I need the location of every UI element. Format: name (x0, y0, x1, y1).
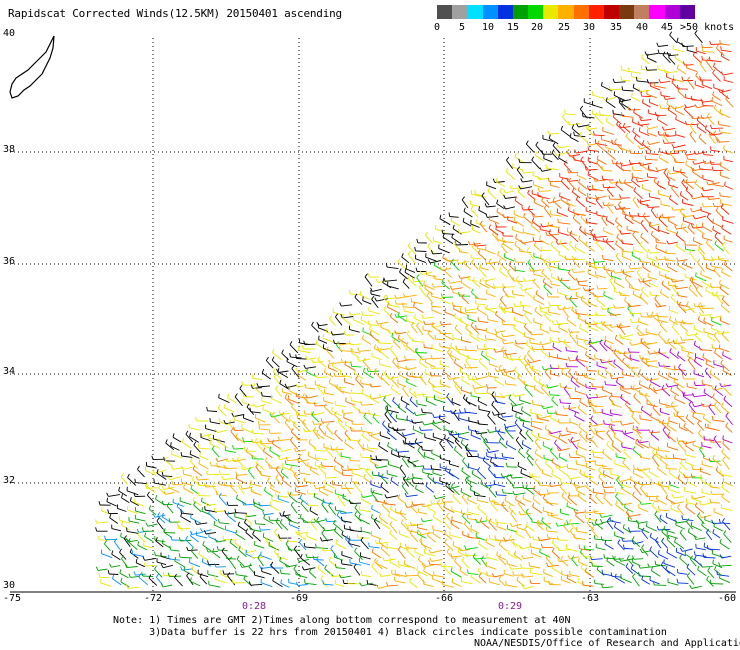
colorbar-swatch (497, 5, 513, 19)
colorbar-swatch (558, 5, 574, 19)
colorbar-labels: 0 5 10 15 20 25 30 35 40 45 >50 knots (430, 22, 740, 34)
colorbar-swatch (619, 5, 635, 19)
colorbar-label: 40 (636, 22, 649, 33)
colorbar-swatch (573, 5, 589, 19)
colorbar-swatch (437, 5, 453, 19)
colorbar-label: 15 (507, 22, 520, 33)
lat-label: 34 (3, 366, 16, 377)
colorbar-swatch (543, 5, 559, 19)
colorbar-swatch (512, 5, 529, 19)
lat-label: 30 (3, 580, 16, 591)
lon-label: -69 (290, 593, 309, 604)
colorbar-swatch (603, 5, 620, 19)
colorbar-label: 20 (531, 22, 544, 33)
footnotes: Note: 1) Times are GMT 2)Times along bot… (113, 615, 667, 639)
coastline (9, 35, 55, 99)
pass-time-label: 0:28 (242, 601, 267, 612)
colorbar-swatch (588, 5, 604, 19)
colorbar-swatch (528, 5, 544, 19)
colorbar-swatch (679, 5, 695, 19)
colorbar-swatch (467, 5, 483, 19)
grid-lines (10, 38, 736, 592)
pass-time-label: 0:29 (498, 601, 523, 612)
credit-line: NOAA/NESDIS/Office of Research and Appli… (474, 638, 740, 649)
colorbar-swatch (664, 5, 680, 19)
colorbar-label: >50 knots (680, 22, 735, 33)
wind-barbs (94, 30, 734, 590)
colorbar-label: 0 (434, 22, 441, 33)
lon-label: -75 (3, 593, 22, 604)
colorbar-label: 10 (482, 22, 495, 33)
lat-label: 36 (3, 256, 16, 267)
wind-speed-colorbar (437, 5, 695, 19)
colorbar-label: 30 (583, 22, 596, 33)
footnote-line: Note: 1) Times are GMT 2)Times along bot… (113, 615, 571, 626)
lat-label: 32 (3, 475, 16, 486)
map-title: Rapidscat Corrected Winds(12.5KM) 201504… (8, 7, 342, 20)
colorbar-swatch (482, 5, 498, 19)
colorbar-swatch (649, 5, 665, 19)
colorbar-label: 5 (459, 22, 466, 33)
lat-label: 40 (3, 28, 16, 39)
colorbar-swatch (634, 5, 650, 19)
colorbar-label: 45 (661, 22, 674, 33)
lon-label: -63 (581, 593, 600, 604)
colorbar-label: 35 (610, 22, 623, 33)
lon-label: -60 (718, 593, 737, 604)
colorbar-label: 25 (558, 22, 571, 33)
footnote-line: 3)Data buffer is 22 hrs from 20150401 4)… (113, 627, 667, 638)
lon-label: -72 (144, 593, 163, 604)
lon-label: -66 (435, 593, 454, 604)
lat-label: 38 (3, 144, 16, 155)
colorbar-swatch (452, 5, 468, 19)
